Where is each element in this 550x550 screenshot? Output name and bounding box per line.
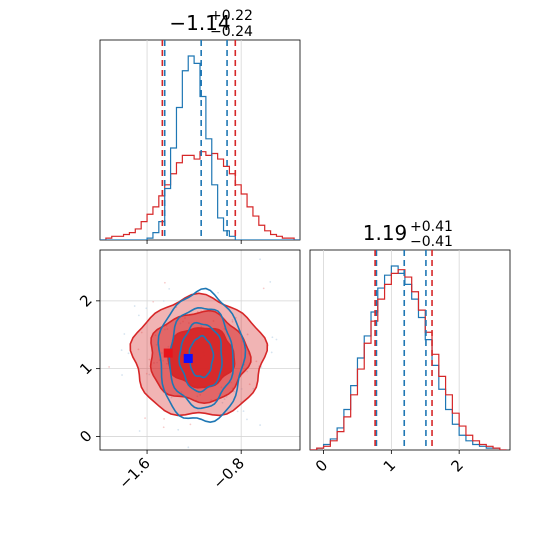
joint-x-tick-label-0: −1.6	[115, 454, 153, 492]
joint-y-tick-label-2: 2	[76, 291, 95, 310]
scatter-point	[137, 348, 140, 351]
scatter-point	[42, 314, 44, 316]
contour-blue-2	[178, 321, 223, 393]
scatter-point	[270, 351, 273, 354]
scatter-point	[140, 331, 143, 334]
scatter-point	[246, 333, 249, 336]
hist-param1-blue	[100, 55, 300, 240]
param2-x-tick-label-2: 2	[448, 456, 467, 475]
point-marker-0	[163, 348, 173, 358]
scatter-point	[120, 349, 123, 351]
scatter-point	[138, 430, 141, 432]
scatter-point	[248, 383, 251, 386]
hist-param2-blue	[310, 265, 507, 450]
scatter-point	[108, 366, 111, 368]
joint-panel	[42, 249, 327, 507]
scatter-point	[133, 305, 136, 307]
hist-panel-param1: −1.14 +0.22 −0.24	[99, 8, 301, 241]
scatter-point	[168, 288, 171, 290]
param2-x-tick-label-0: 0	[312, 456, 331, 475]
scatter-point	[269, 281, 272, 283]
scatter-point	[225, 395, 228, 398]
scatter-point	[271, 336, 274, 339]
scatter-point	[325, 356, 327, 358]
scatter-point	[152, 300, 155, 303]
scatter-point	[189, 505, 191, 507]
scatter-point	[223, 398, 226, 401]
scatter-point	[177, 428, 180, 431]
hist-param1-red	[100, 151, 300, 240]
scatter-point	[236, 410, 239, 413]
point-marker-1	[183, 353, 193, 363]
param2-x-tick-label-1: 1	[380, 456, 399, 475]
scatter-point	[259, 424, 262, 426]
scatter-point	[231, 319, 234, 321]
scatter-point	[242, 410, 245, 412]
joint-y-tick-label-1: 1	[76, 359, 95, 378]
hist-panel-param2: 1.19 +0.41 −0.41	[309, 219, 511, 451]
scatter-point	[145, 307, 148, 310]
scatter-point	[162, 300, 165, 302]
scatter-point	[123, 333, 126, 335]
scatter-point	[252, 387, 255, 390]
hist-param2-red	[310, 269, 507, 450]
param1-title-sup: +0.22	[210, 8, 253, 24]
scatter-point	[217, 291, 219, 294]
scatter-point	[170, 396, 173, 399]
joint-y-tick-label-0: 0	[76, 427, 95, 446]
joint-x-tick-label-1: −0.8	[210, 454, 248, 492]
scatter-point	[246, 370, 249, 373]
scatter-point	[163, 417, 165, 420]
scatter-point	[255, 360, 258, 363]
scatter-point	[163, 281, 166, 284]
scatter-point	[259, 258, 261, 261]
param1-title: −1.14	[169, 11, 230, 35]
param2-title-sub: −0.41	[410, 234, 453, 250]
scatter-point	[189, 423, 192, 426]
scatter-point	[121, 374, 123, 376]
contour-blue-0	[157, 287, 247, 424]
scatter-point	[148, 373, 151, 376]
scatter-point	[260, 366, 263, 368]
hist-panel-param2-frame	[309, 249, 511, 451]
scatter-point	[240, 401, 242, 403]
scatter-point	[148, 358, 151, 361]
scatter-point	[127, 352, 130, 355]
scatter-point	[144, 417, 146, 420]
scatter-point	[187, 446, 190, 449]
scatter-point	[233, 390, 235, 393]
scatter-point	[246, 418, 248, 421]
scatter-point	[262, 287, 265, 290]
scatter-point	[240, 388, 243, 390]
param2-title-sup: +0.41	[410, 219, 453, 235]
scatter-point	[275, 338, 278, 341]
scatter-point	[231, 320, 234, 323]
scatter-point	[145, 372, 148, 375]
scatter-point	[221, 401, 224, 404]
hist-panel-param1-frame	[99, 39, 301, 241]
joint-panel-frame	[99, 249, 301, 451]
param2-title: 1.19	[363, 221, 408, 245]
scatter-point	[137, 314, 140, 317]
param1-title-sub: −0.24	[210, 24, 253, 40]
scatter-point	[162, 426, 165, 429]
